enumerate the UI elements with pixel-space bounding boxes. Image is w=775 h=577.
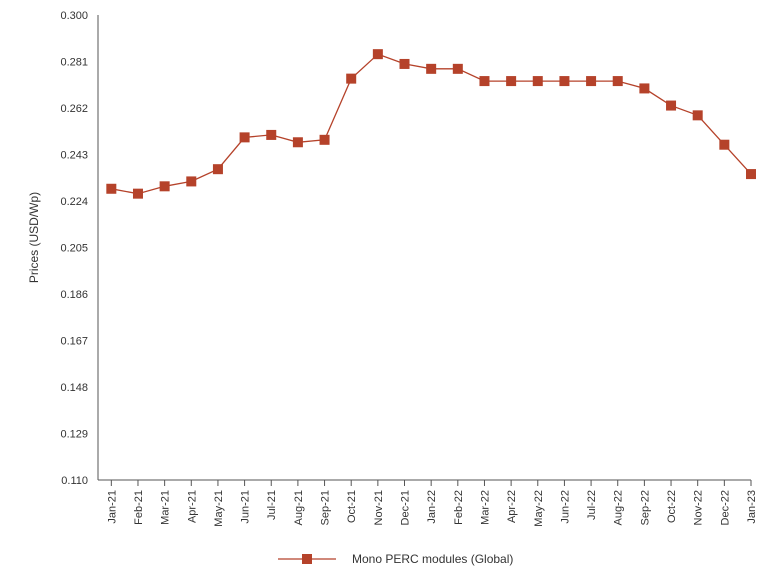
x-tick-label: Jan-23 — [746, 490, 758, 524]
data-point — [666, 100, 677, 111]
data-point — [426, 63, 437, 74]
x-tick-label: Mar-22 — [479, 490, 491, 525]
data-point — [266, 129, 277, 140]
legend-marker — [302, 554, 312, 564]
x-tick-label: Mar-21 — [160, 490, 172, 525]
series-line — [111, 53, 752, 195]
data-point — [239, 132, 250, 143]
x-tick-label: Apr-22 — [506, 490, 518, 523]
x-tick-label: Jun-21 — [240, 490, 252, 524]
data-point — [612, 76, 623, 87]
y-tick-label: 0.129 — [60, 429, 88, 441]
x-tick-label: Jul-21 — [266, 490, 278, 520]
x-tick-label: Oct-22 — [666, 490, 678, 523]
y-axis-label: Prices (USD/Wp) — [27, 192, 41, 283]
x-tick-label: Nov-22 — [693, 490, 705, 525]
legend: Mono PERC modules (Global) — [278, 552, 513, 566]
x-tick-label: Jan-21 — [106, 490, 118, 524]
series-markers — [106, 49, 756, 199]
x-tick-label: Apr-21 — [186, 490, 198, 523]
x-tick-label: Feb-21 — [133, 490, 145, 525]
x-tick-label: Sep-21 — [320, 490, 332, 525]
x-tick-label: Dec-22 — [719, 490, 731, 525]
x-tick-label: Feb-22 — [453, 490, 465, 525]
data-point — [559, 76, 570, 87]
legend-entry: Mono PERC modules (Global) — [352, 552, 513, 566]
x-tick-label: Sep-22 — [639, 490, 651, 525]
x-tick-label: May-22 — [533, 490, 545, 527]
x-tick-label: Jul-22 — [586, 490, 598, 520]
y-tick-label: 0.243 — [60, 150, 88, 162]
data-point — [452, 63, 463, 74]
data-point — [212, 164, 223, 175]
x-axis-ticks: Jan-21 Feb-21 Mar-21 Apr-21 May-21 Jun-21 Jul-… — [106, 480, 758, 527]
y-tick-label: 0.262 — [60, 103, 88, 115]
data-point — [159, 181, 170, 192]
y-tick-label: 0.148 — [60, 382, 88, 394]
data-point — [132, 188, 143, 199]
data-point — [292, 137, 303, 148]
y-tick-label: 0.281 — [60, 57, 88, 69]
y-tick-label: 0.300 — [60, 10, 88, 22]
data-point — [639, 83, 650, 94]
data-point — [106, 183, 117, 194]
x-tick-label: Nov-21 — [373, 490, 385, 525]
x-tick-label: Oct-21 — [346, 490, 358, 523]
x-tick-label: Jun-22 — [559, 490, 571, 524]
data-point — [506, 76, 517, 87]
y-tick-label: 0.110 — [61, 475, 88, 487]
y-tick-label: 0.224 — [60, 196, 88, 208]
y-tick-label: 0.167 — [60, 336, 88, 348]
data-point — [692, 110, 703, 121]
data-point — [346, 73, 357, 84]
data-point — [532, 76, 543, 87]
x-tick-label: Aug-22 — [613, 490, 625, 525]
data-point — [319, 134, 330, 145]
data-point — [186, 176, 197, 187]
data-point — [479, 76, 490, 87]
data-point — [719, 139, 730, 150]
y-tick-label: 0.186 — [60, 289, 88, 301]
x-tick-label: Jan-22 — [426, 490, 438, 524]
x-tick-label: Aug-21 — [293, 490, 305, 525]
data-point — [746, 169, 756, 180]
x-tick-label: Dec-21 — [400, 490, 412, 525]
x-tick-label: May-21 — [213, 490, 225, 527]
data-point — [399, 58, 410, 69]
data-point — [372, 49, 383, 60]
y-axis-ticks: 0.110 0.129 0.148 0.167 0.186 0.205 0.224 0.243… — [60, 10, 88, 487]
data-point — [586, 76, 597, 87]
y-tick-label: 0.205 — [60, 243, 88, 255]
